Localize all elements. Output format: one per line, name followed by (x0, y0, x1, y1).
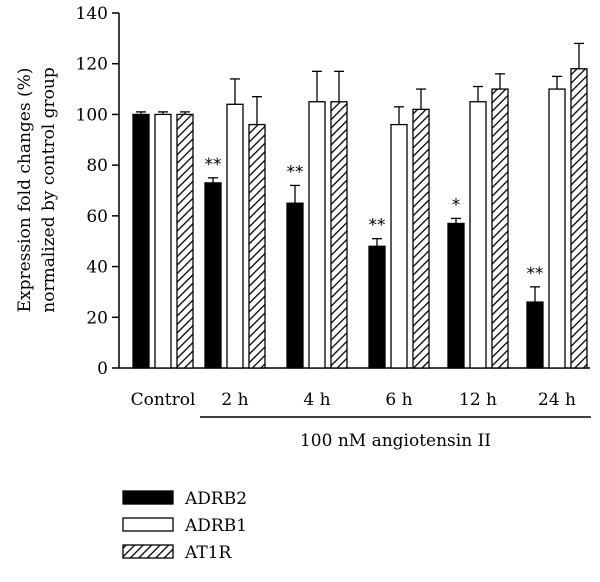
x-tick-label: 4 h (303, 390, 330, 410)
legend-swatch-adrb2 (122, 490, 174, 505)
bar-adrb2-2 (286, 202, 304, 369)
significance-marker: ** (287, 162, 304, 182)
x-tick-label: 12 h (459, 390, 497, 410)
bar-adrb2-4 (447, 222, 465, 369)
y-tick-label: 20 (86, 308, 108, 328)
y-tick-label: 40 (86, 258, 108, 278)
x-tick-label: 2 h (221, 390, 248, 410)
legend-swatch-adrb1 (122, 517, 174, 532)
legend-swatch-at1r (122, 544, 174, 559)
legend: ADRB2 ADRB1 AT1R (122, 489, 247, 563)
legend-label-adrb1: ADRB1 (184, 516, 247, 536)
x-tick-label: 6 h (385, 390, 412, 410)
y-tick-label: 100 (76, 105, 108, 125)
bar-adrb1-1 (226, 103, 244, 369)
bar-adrb1-5 (548, 88, 566, 369)
significance-marker: ** (205, 155, 222, 175)
y-tick-label: 120 (76, 55, 108, 75)
y-tick-label: 60 (86, 207, 108, 227)
significance-marker: * (452, 195, 461, 215)
bars: ** ******* (132, 42, 588, 369)
bar-adrb1-2 (308, 101, 326, 369)
y-axis: 0 20 40 60 80 100 120 140 (76, 4, 120, 379)
significance-marker: ** (527, 264, 544, 284)
bar-adrb1-4 (469, 101, 487, 369)
bar-at1r-1 (248, 123, 266, 369)
bar-adrb2-0 (132, 113, 150, 369)
bar-at1r-4 (491, 88, 509, 369)
y-tick-label: 80 (86, 156, 108, 176)
bar-adrb1-3 (390, 123, 408, 369)
x-axis: Control 2 h 4 h 6 h 12 h 24 h (119, 367, 590, 410)
legend-label-adrb2: ADRB2 (184, 489, 247, 509)
group-bracket-label: 100 nM angiotensin II (300, 431, 491, 451)
y-tick-label: 0 (97, 359, 108, 379)
bar-at1r-3 (412, 108, 430, 369)
x-tick-label: 24 h (538, 390, 576, 410)
bar-adrb2-3 (368, 245, 386, 369)
x-tick-label: Control (131, 390, 196, 410)
bar-adrb1-0 (154, 113, 172, 369)
y-axis-title-line2: normalized by control group (39, 67, 59, 313)
group-bracket: 100 nM angiotensin II (200, 416, 591, 451)
bar-adrb2-1 (204, 182, 222, 369)
y-tick-label: 140 (76, 4, 108, 24)
bar-at1r-2 (330, 101, 348, 369)
y-axis-title: Expression fold changes (%) normalized b… (15, 67, 59, 313)
significance-marker: ** (369, 216, 386, 236)
y-axis-title-line1: Expression fold changes (%) (15, 68, 35, 313)
bar-at1r-5 (570, 68, 588, 369)
bar-adrb2-5 (526, 301, 544, 369)
legend-label-at1r: AT1R (184, 543, 233, 563)
bar-at1r-0 (176, 113, 194, 369)
